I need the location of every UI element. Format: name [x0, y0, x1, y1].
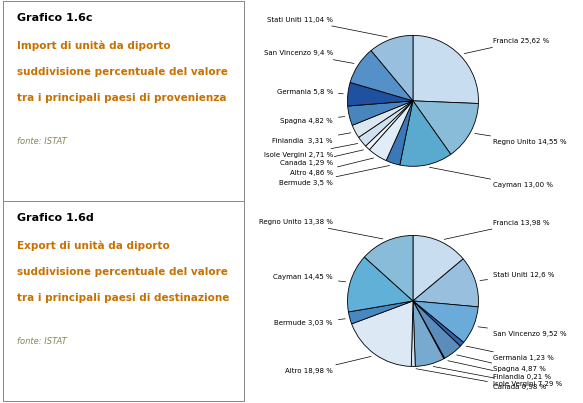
Text: Altro 4,86 %: Altro 4,86 % [290, 158, 374, 177]
Text: Isole Vergini 7,29 %: Isole Vergini 7,29 % [433, 366, 562, 387]
Text: fonte: ISTAT: fonte: ISTAT [17, 337, 67, 346]
Wedge shape [413, 235, 463, 301]
Text: Finlandia 0,21 %: Finlandia 0,21 % [448, 361, 551, 380]
Text: Regno Unito 13,38 %: Regno Unito 13,38 % [259, 219, 383, 239]
Wedge shape [347, 101, 413, 125]
Text: Canada 1,29 %: Canada 1,29 % [280, 150, 363, 166]
Text: Grafico 1.6d: Grafico 1.6d [17, 213, 94, 223]
Wedge shape [347, 83, 413, 106]
Text: Finlandia  3,31 %: Finlandia 3,31 % [272, 133, 351, 144]
Text: Francia 25,62 %: Francia 25,62 % [464, 38, 549, 54]
Text: Isole Vergini 2,71 %: Isole Vergini 2,71 % [264, 143, 358, 158]
Wedge shape [413, 301, 463, 346]
Wedge shape [370, 101, 413, 160]
Text: Stati Uniti 12,6 %: Stati Uniti 12,6 % [480, 272, 554, 280]
Wedge shape [371, 35, 413, 101]
Text: Canada 0,98 %: Canada 0,98 % [416, 369, 546, 391]
Wedge shape [413, 301, 445, 359]
Wedge shape [352, 301, 413, 366]
Text: Grafico 1.6c: Grafico 1.6c [17, 13, 93, 23]
Wedge shape [366, 101, 413, 150]
Wedge shape [413, 101, 479, 154]
Wedge shape [413, 259, 479, 307]
Wedge shape [349, 301, 413, 324]
Wedge shape [413, 35, 479, 104]
Text: Spagna 4,87 %: Spagna 4,87 % [456, 355, 546, 372]
Text: tra i principali paesi di destinazione: tra i principali paesi di destinazione [17, 293, 230, 303]
Text: Bermude 3,03 %: Bermude 3,03 % [275, 319, 345, 326]
Text: Cayman 14,45 %: Cayman 14,45 % [273, 274, 346, 282]
Text: Spagna 4,82 %: Spagna 4,82 % [280, 116, 345, 124]
Text: Regno Unito 14,55 %: Regno Unito 14,55 % [475, 133, 567, 145]
Wedge shape [400, 101, 451, 166]
Wedge shape [413, 301, 478, 343]
Text: suddivisione percentuale del valore: suddivisione percentuale del valore [17, 267, 229, 277]
Text: Francia 13,98 %: Francia 13,98 % [444, 220, 550, 239]
Wedge shape [350, 50, 413, 101]
Text: San Vincenzo 9,4 %: San Vincenzo 9,4 % [264, 50, 354, 63]
Text: Altro 18,98 %: Altro 18,98 % [285, 356, 371, 374]
Wedge shape [347, 257, 413, 312]
Text: Bermude 3,5 %: Bermude 3,5 % [279, 166, 389, 186]
Wedge shape [413, 301, 461, 358]
Wedge shape [411, 301, 415, 366]
Text: Export di unità da diporto: Export di unità da diporto [17, 241, 170, 251]
Text: tra i principali paesi di provenienza: tra i principali paesi di provenienza [17, 93, 227, 103]
Text: Import di unità da diporto: Import di unità da diporto [17, 41, 171, 51]
Text: Germania 1,23 %: Germania 1,23 % [466, 346, 554, 361]
Wedge shape [386, 101, 413, 165]
Text: Germania 5,8 %: Germania 5,8 % [276, 89, 343, 95]
Text: Stati Uniti 11,04 %: Stati Uniti 11,04 % [267, 17, 387, 37]
Wedge shape [352, 101, 413, 137]
Wedge shape [364, 235, 413, 301]
Wedge shape [413, 301, 444, 366]
Text: fonte: ISTAT: fonte: ISTAT [17, 137, 67, 146]
Wedge shape [359, 101, 413, 146]
Text: Cayman 13,00 %: Cayman 13,00 % [430, 167, 553, 189]
Text: suddivisione percentuale del valore: suddivisione percentuale del valore [17, 67, 229, 77]
Text: San Vincenzo 9,52 %: San Vincenzo 9,52 % [478, 327, 567, 337]
